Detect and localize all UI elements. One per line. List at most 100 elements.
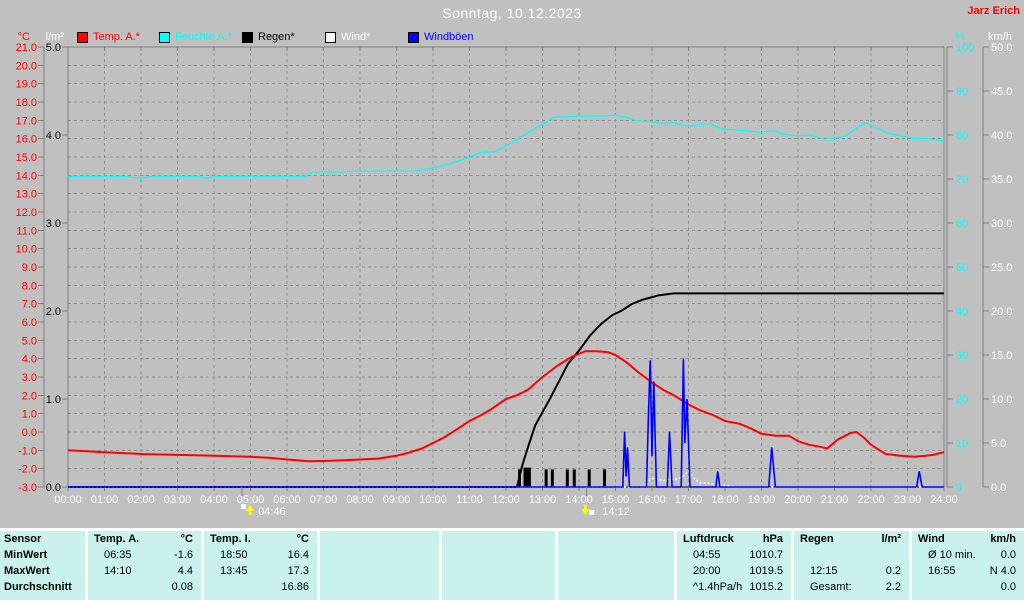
svg-text:5.0: 5.0: [991, 438, 1006, 450]
svg-text:30: 30: [956, 350, 968, 362]
cell-maxwert: [320, 563, 439, 579]
cell-minwert: [442, 547, 555, 563]
cell-value: 0.2: [885, 565, 901, 577]
legend-label: Regen*: [258, 31, 295, 43]
svg-text:100: 100: [956, 42, 974, 54]
col-header: Regen l/m²: [794, 531, 909, 547]
svg-text:16:00: 16:00: [638, 494, 666, 506]
cell-time: [448, 547, 458, 563]
cell-value: 0.08: [171, 581, 193, 593]
svg-text:12:00: 12:00: [492, 494, 520, 506]
svg-text:3.0: 3.0: [22, 372, 37, 384]
cell-maxwert: 14:10 4.4: [88, 563, 201, 579]
cell-time: 06:35: [104, 549, 132, 561]
col-name: Wind: [918, 533, 945, 545]
svg-text:20.0: 20.0: [16, 60, 37, 72]
svg-text:25.0: 25.0: [991, 262, 1012, 274]
cell-maxwert: [558, 563, 674, 579]
legend-item-1: Temp. A.*: [77, 31, 140, 43]
table-col-luftdruck: Luftdruck hPa 04:55 1010.7 20:00 1019.5 ^1.4hP…: [677, 531, 794, 600]
wind-axis-labels: km/h50.0 45.0 40.0 35.0 30.0 25.0 20.0 15.0 10.0…: [983, 31, 1012, 494]
legend-label: Feuchte A.*: [175, 31, 232, 43]
col-name: Temp. A.: [94, 533, 140, 545]
svg-text:l/m²: l/m²: [46, 31, 65, 43]
cell-time: 04:55: [693, 549, 721, 561]
svg-text:60: 60: [956, 218, 968, 230]
cell-value: 1015.2: [749, 581, 783, 593]
svg-text:10.0: 10.0: [16, 244, 37, 256]
svg-text:80: 80: [956, 130, 968, 142]
svg-text:50.0: 50.0: [991, 42, 1012, 54]
svg-text:-3.0: -3.0: [18, 482, 37, 494]
legend-swatch-icon: [242, 31, 253, 43]
cell-durchschnitt: 16.86: [204, 579, 317, 595]
svg-text:17.0: 17.0: [16, 115, 37, 127]
legend-item-3: Regen*: [242, 31, 295, 43]
col-header: [558, 531, 674, 547]
svg-text:07:00: 07:00: [310, 494, 338, 506]
cell-time: Ø 10 min.: [928, 549, 976, 561]
rain-bars: [518, 467, 607, 487]
svg-text:04:00: 04:00: [200, 494, 228, 506]
svg-text:19:00: 19:00: [748, 494, 776, 506]
svg-text:20.0: 20.0: [991, 306, 1012, 318]
svg-text:10:00: 10:00: [419, 494, 447, 506]
cell-time: 12:15: [810, 565, 838, 577]
svg-text:2.0: 2.0: [46, 306, 61, 318]
cell-maxwert: 20:00 1019.5: [677, 563, 791, 579]
legend-swatch-icon: [408, 31, 419, 43]
series-wind-: [68, 470, 944, 488]
table-col-empty: [442, 531, 558, 600]
cell-time: Gesamt:: [810, 581, 852, 593]
stats-table: Sensor MinWert MaxWert Durchschnitt Temp. A.…: [0, 528, 1024, 600]
col-header: Temp. I. °C: [204, 531, 317, 547]
cell-durchschnitt: 0.0: [912, 579, 1024, 595]
svg-text:4.0: 4.0: [22, 354, 37, 366]
cell-time: ^1.4hPa/h: [693, 581, 743, 593]
svg-text:12.0: 12.0: [16, 207, 37, 219]
col-header: [442, 531, 555, 547]
series-regen-summe-: [68, 292, 944, 488]
svg-text:19.0: 19.0: [16, 79, 37, 91]
row-label-sensor: Sensor: [4, 533, 42, 545]
svg-text:00:00: 00:00: [54, 494, 82, 506]
svg-text:40: 40: [956, 306, 968, 318]
cell-maxwert: 12:15 0.2: [794, 563, 909, 579]
svg-text:24:00: 24:00: [930, 494, 958, 506]
legend-item-4: Wind*: [325, 31, 370, 43]
svg-text:0: 0: [956, 482, 962, 494]
temp-axis-labels: °C21.0 20.0 19.0 18.0 17.0 16.0 15.0 14.0 13.0 12…: [16, 31, 44, 494]
svg-text:11:00: 11:00: [456, 494, 483, 506]
svg-text:13.0: 13.0: [16, 189, 37, 201]
cell-value: 2.2: [885, 581, 901, 593]
svg-text:-1.0: -1.0: [18, 445, 37, 457]
svg-text:6.0: 6.0: [22, 317, 37, 329]
svg-text:15.0: 15.0: [991, 350, 1012, 362]
svg-text:22:00: 22:00: [857, 494, 885, 506]
table-col-empty: [320, 531, 442, 600]
cell-value: 16.86: [281, 581, 309, 593]
cell-time: [326, 579, 336, 595]
legend-swatch-icon: [159, 31, 170, 43]
svg-text:3.0: 3.0: [46, 218, 61, 230]
cell-durchschnitt: [320, 579, 439, 595]
svg-text:90: 90: [956, 86, 968, 98]
station-name: Jarz Erich: [967, 5, 1020, 17]
col-name: Regen: [800, 533, 834, 545]
cell-durchschnitt: 0.08: [88, 579, 201, 595]
svg-text:30.0: 30.0: [991, 218, 1012, 230]
svg-text:16.0: 16.0: [16, 134, 37, 146]
col-header: [320, 531, 439, 547]
svg-text:%: %: [955, 31, 965, 43]
cell-value: 1019.5: [749, 565, 783, 577]
col-unit: °C: [296, 533, 309, 545]
cell-minwert: 04:55 1010.7: [677, 547, 791, 563]
cell-durchschnitt: Gesamt: 2.2: [794, 579, 909, 595]
legend-label: Temp. A.*: [93, 31, 141, 43]
col-unit: °C: [180, 533, 193, 545]
cell-minwert: [794, 547, 909, 563]
cell-time: 18:50: [220, 549, 248, 561]
svg-text:35.0: 35.0: [991, 174, 1012, 186]
svg-text:13:00: 13:00: [529, 494, 557, 506]
legend-swatch-icon: [77, 31, 88, 43]
